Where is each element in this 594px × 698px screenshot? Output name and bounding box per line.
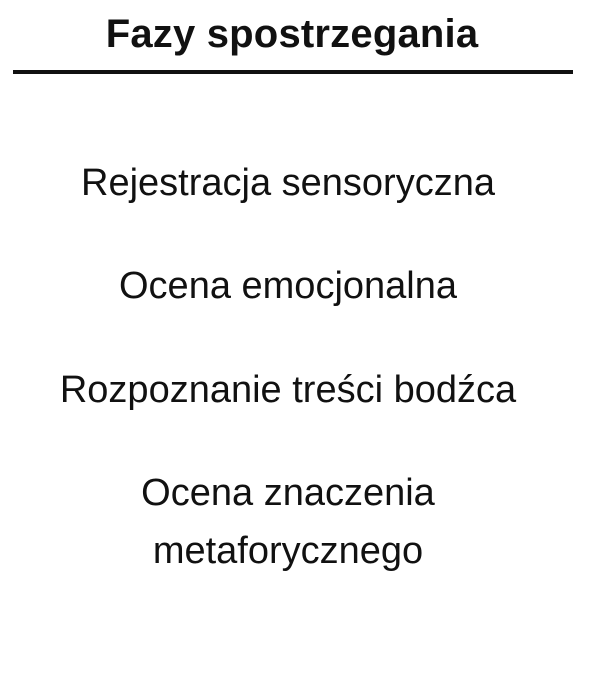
phase-text: Rozpoznanie treści bodźca — [59, 369, 517, 411]
phase-text: Rejestracja sensoryczna — [81, 162, 495, 204]
phase-item-stimulus-recognition: Rozpoznanie treści bodźca — [0, 361, 576, 419]
phase-item-metaphorical-meaning: Ocena znaczenia metaforycznego — [0, 464, 576, 580]
phase-text-line-1: Ocena znaczenia — [141, 472, 435, 514]
phase-text-line-2: metaforycznego — [152, 530, 424, 572]
phase-item-emotional-assessment: Ocena emocjonalna — [0, 257, 576, 315]
phase-text: Ocena emocjonalna — [119, 265, 457, 307]
page-title: Fazy spostrzegania — [105, 12, 479, 56]
phase-item-registration: Rejestracja sensoryczna — [0, 154, 576, 212]
title-underline-divider — [13, 70, 573, 74]
